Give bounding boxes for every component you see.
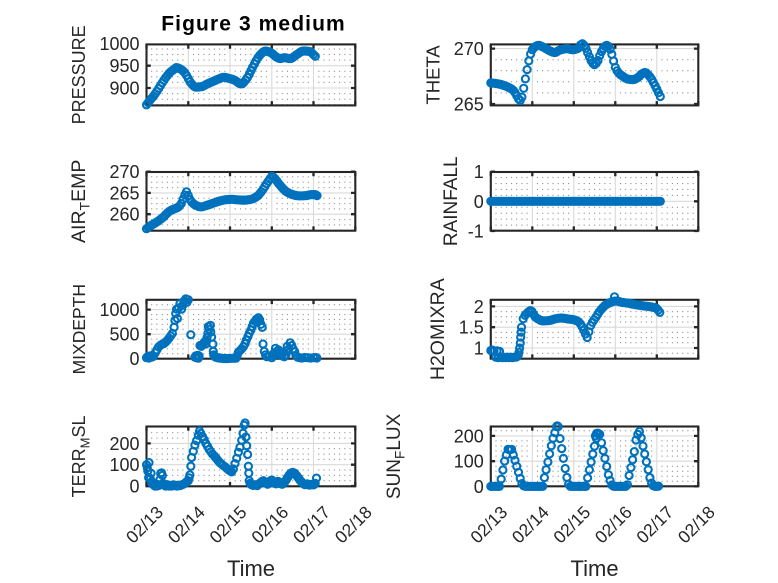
svg-text:SUNFLUX: SUNFLUX <box>384 413 408 499</box>
svg-text:2: 2 <box>474 297 484 317</box>
svg-text:900: 900 <box>109 79 139 99</box>
svg-text:RAINFALL: RAINFALL <box>441 156 462 246</box>
svg-text:950: 950 <box>109 56 139 76</box>
svg-text:100: 100 <box>109 455 139 475</box>
svg-text:0: 0 <box>129 477 139 497</box>
svg-text:H2OMIXRA: H2OMIXRA <box>427 278 449 380</box>
svg-text:0: 0 <box>129 349 139 369</box>
svg-text:Time: Time <box>571 556 619 581</box>
svg-text:PRESSURE: PRESSURE <box>69 25 89 124</box>
svg-text:AIRTEMP: AIRTEMP <box>68 160 93 243</box>
svg-text:1: 1 <box>474 339 484 359</box>
svg-text:265: 265 <box>454 95 484 115</box>
svg-text:260: 260 <box>109 205 139 225</box>
svg-text:MIXDEPTH: MIXDEPTH <box>69 284 89 374</box>
svg-text:200: 200 <box>109 434 139 454</box>
svg-text:500: 500 <box>109 325 139 345</box>
svg-text:Figure 3 medium: Figure 3 medium <box>161 13 346 36</box>
svg-text:270: 270 <box>109 162 139 182</box>
svg-text:265: 265 <box>109 183 139 203</box>
svg-text:1000: 1000 <box>99 34 139 54</box>
svg-text:1.5: 1.5 <box>459 318 484 338</box>
svg-text:-1: -1 <box>468 222 484 242</box>
svg-text:TERRMSL: TERRMSL <box>69 415 93 497</box>
svg-text:1000: 1000 <box>99 300 139 320</box>
svg-text:THETA: THETA <box>423 45 444 105</box>
svg-text:200: 200 <box>454 426 484 446</box>
svg-text:0: 0 <box>474 477 484 497</box>
svg-text:1: 1 <box>474 162 484 182</box>
svg-text:0: 0 <box>474 192 484 212</box>
svg-text:Time: Time <box>227 556 275 581</box>
svg-text:270: 270 <box>454 39 484 59</box>
svg-text:100: 100 <box>454 452 484 472</box>
